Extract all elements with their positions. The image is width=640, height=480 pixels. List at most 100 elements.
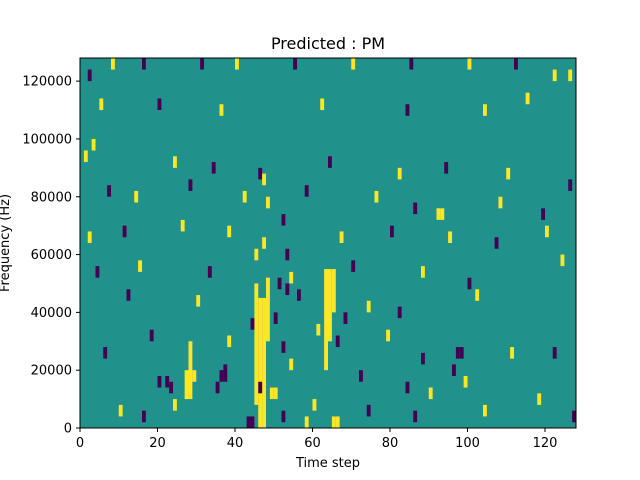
heatmap-cell bbox=[390, 225, 394, 238]
heatmap-cell bbox=[541, 208, 546, 220]
plot-background bbox=[80, 58, 576, 428]
x-tick-label: 100 bbox=[455, 436, 480, 451]
heatmap-cell bbox=[235, 58, 239, 70]
heatmap-cell bbox=[293, 58, 298, 70]
heatmap-cell bbox=[95, 266, 100, 278]
heatmap-cell bbox=[258, 297, 263, 428]
heatmap-cell bbox=[173, 156, 177, 168]
heatmap-cell bbox=[285, 283, 290, 296]
heatmap-cell bbox=[312, 399, 317, 411]
heatmap-cell bbox=[304, 416, 309, 428]
x-tick-label: 0 bbox=[76, 436, 84, 451]
heatmap-cell bbox=[525, 92, 530, 105]
heatmap-cell bbox=[138, 260, 143, 272]
x-tick-label: 120 bbox=[533, 436, 558, 451]
heatmap-cell bbox=[331, 269, 336, 313]
heatmap-cell bbox=[289, 358, 294, 371]
heatmap-cell bbox=[207, 266, 212, 278]
heatmap-cell bbox=[545, 225, 549, 238]
heatmap-cell bbox=[359, 370, 363, 382]
heatmap-cell bbox=[405, 381, 410, 394]
y-tick-label: 40000 bbox=[31, 306, 72, 321]
heatmap-cell bbox=[483, 104, 487, 116]
heatmap-cell bbox=[366, 404, 371, 417]
heatmap-cell bbox=[87, 69, 92, 82]
y-tick-label: 80000 bbox=[31, 190, 72, 205]
heatmap-cell bbox=[169, 381, 174, 394]
heatmap-cell bbox=[537, 393, 542, 405]
heatmap-cell bbox=[192, 370, 197, 382]
x-axis: 0 20 40 60 80 100 120 bbox=[76, 428, 558, 451]
heatmap-cell bbox=[421, 266, 425, 278]
heatmap-cell bbox=[304, 185, 309, 197]
heatmap-cell bbox=[211, 162, 216, 174]
heatmap-cell bbox=[467, 58, 472, 70]
heatmap-cell bbox=[258, 167, 263, 180]
heatmap-cell bbox=[262, 297, 267, 428]
heatmap-cell bbox=[266, 277, 270, 342]
heatmap-cell bbox=[227, 225, 232, 238]
y-axis-title: Frequency (Hz) bbox=[0, 194, 13, 292]
heatmap-cell bbox=[320, 98, 325, 111]
heatmap-cell bbox=[560, 254, 565, 267]
heatmap-cell bbox=[506, 167, 511, 180]
heatmap-cell bbox=[250, 318, 255, 330]
heatmap-cell bbox=[266, 196, 270, 209]
y-tick-label: 20000 bbox=[31, 364, 72, 379]
heatmap-cell bbox=[200, 58, 205, 70]
chart-title: Predicted : PM bbox=[271, 34, 385, 53]
heatmap-cell bbox=[273, 312, 278, 324]
heatmap-cell bbox=[165, 375, 170, 388]
y-tick-label: 100000 bbox=[22, 132, 72, 147]
heatmap-cell bbox=[269, 387, 274, 400]
heatmap-cell bbox=[455, 347, 460, 359]
heatmap-cell bbox=[227, 335, 232, 348]
heatmap-cell bbox=[219, 104, 224, 116]
heatmap-cell bbox=[498, 196, 503, 209]
heatmap-cell bbox=[494, 237, 499, 249]
heatmap-cell bbox=[281, 214, 286, 226]
heatmap-cell bbox=[397, 167, 402, 180]
heatmap-cell bbox=[572, 410, 577, 423]
heatmap-cells bbox=[83, 58, 577, 428]
heatmap-cell bbox=[281, 410, 286, 423]
y-tick-label: 0 bbox=[64, 422, 72, 437]
heatmap-cell bbox=[339, 231, 344, 243]
heatmap-cell bbox=[324, 269, 329, 371]
y-tick-label: 120000 bbox=[22, 75, 72, 90]
heatmap-cell bbox=[281, 341, 286, 353]
heatmap-cell bbox=[196, 295, 201, 307]
heatmap-cell bbox=[463, 375, 468, 388]
heatmap-cell bbox=[103, 347, 108, 359]
heatmap-cell bbox=[173, 399, 177, 411]
heatmap-cell bbox=[254, 248, 259, 261]
heatmap-cell bbox=[409, 58, 414, 70]
plot-frame bbox=[79, 57, 577, 429]
x-axis-title: Time step bbox=[295, 456, 360, 471]
heatmap-cell bbox=[335, 416, 340, 428]
x-tick-label: 80 bbox=[382, 436, 399, 451]
heatmap-cell bbox=[219, 370, 224, 382]
heatmap-cell bbox=[215, 381, 220, 394]
heatmap-cell bbox=[107, 185, 112, 197]
heatmap-cell bbox=[87, 231, 92, 243]
heatmap-cell bbox=[428, 387, 433, 400]
heatmap-cell bbox=[552, 69, 557, 82]
plot-area bbox=[79, 57, 577, 429]
heatmap-cell bbox=[134, 190, 139, 203]
heatmap-cell bbox=[386, 329, 391, 342]
heatmap-cell bbox=[289, 271, 294, 284]
heatmap-cell bbox=[262, 237, 267, 249]
heatmap-cell bbox=[440, 208, 445, 220]
heatmap-cell bbox=[188, 341, 193, 400]
heatmap-cell bbox=[118, 404, 123, 417]
heatmap-cell bbox=[459, 347, 464, 359]
heatmap-cell bbox=[223, 364, 228, 382]
heatmap-cell bbox=[568, 179, 573, 191]
heatmap-cell bbox=[514, 58, 518, 70]
heatmap-cell bbox=[254, 283, 259, 405]
heatmap-cell bbox=[510, 347, 515, 359]
heatmap-cell bbox=[331, 416, 336, 428]
heatmap-cell bbox=[99, 98, 104, 111]
